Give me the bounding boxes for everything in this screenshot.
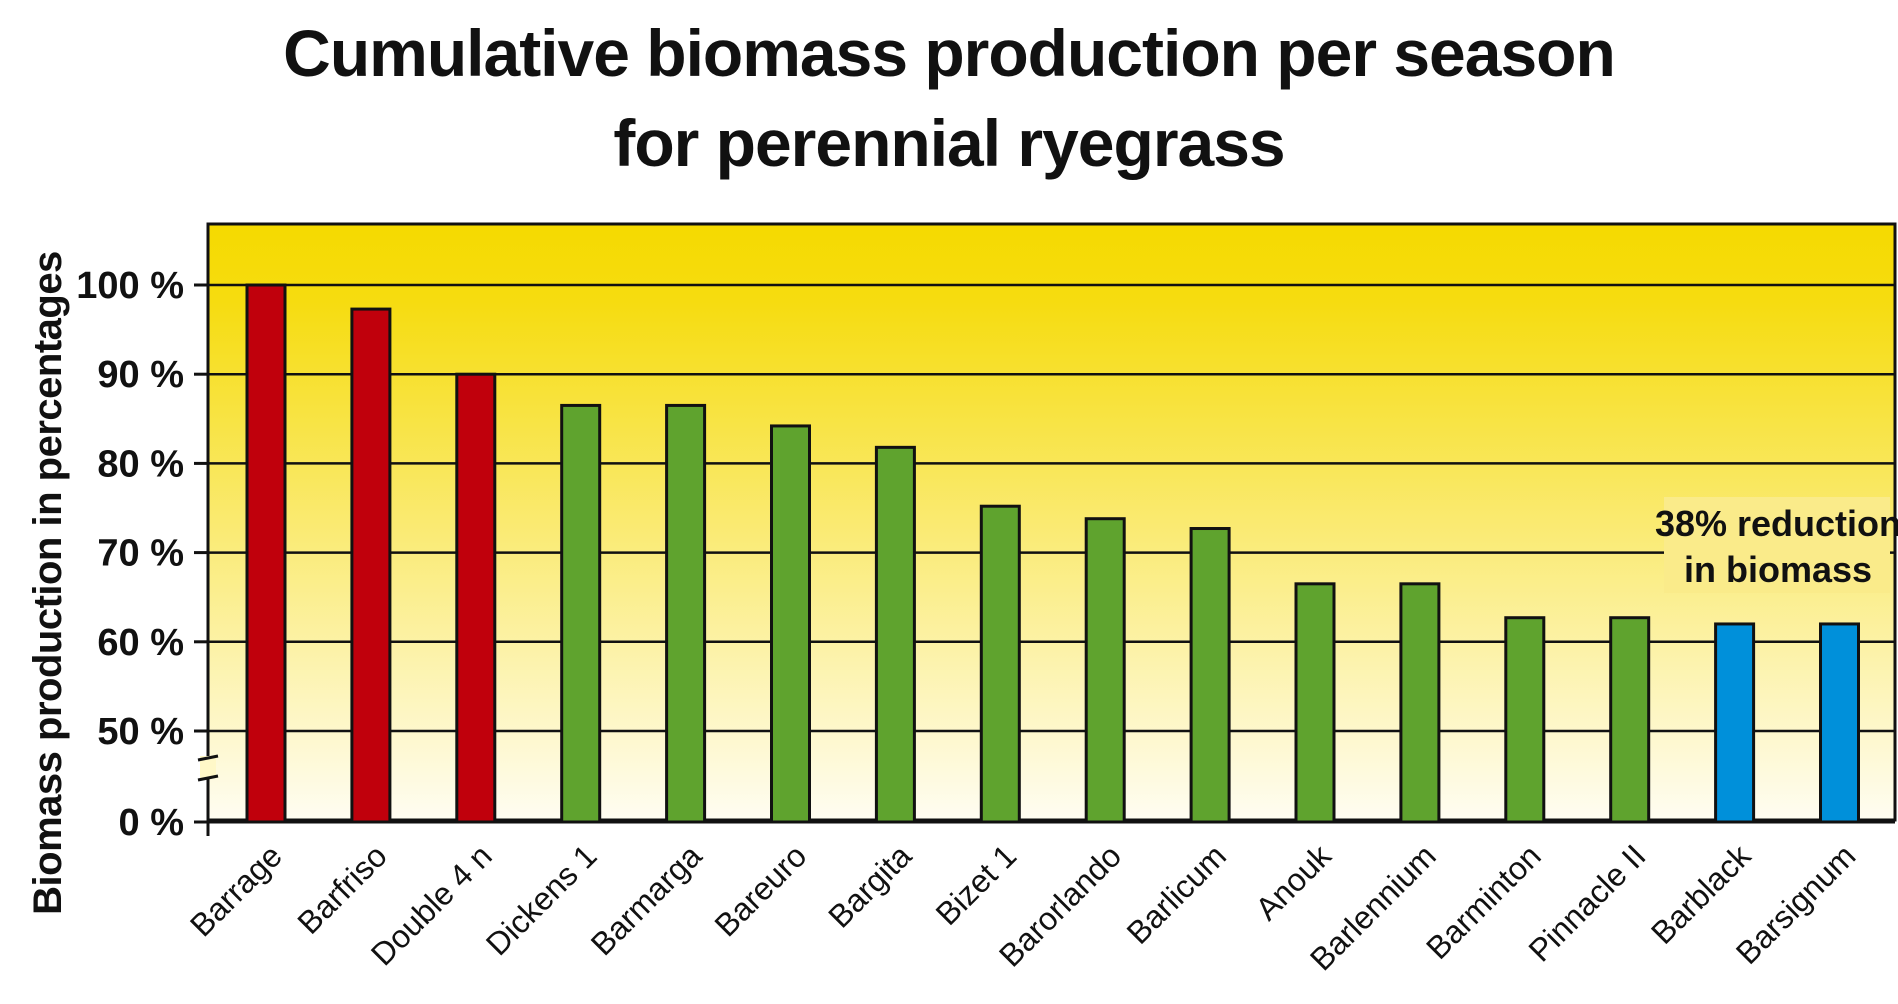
y-tick-label: 50 %	[97, 711, 184, 753]
bar-anouk	[1294, 582, 1336, 824]
bar-barlennium	[1399, 582, 1441, 824]
y-tick-label: 90 %	[97, 354, 184, 396]
x-tick-label: Barlicum	[1120, 837, 1233, 950]
x-tick-label: Barmarga	[584, 837, 709, 962]
y-tick-label: 80 %	[97, 443, 184, 485]
axis-break-mark	[197, 754, 219, 782]
bar-barminton	[1504, 616, 1546, 824]
x-tick-label: Barfriso	[290, 837, 393, 940]
y-tick-label: 70 %	[97, 533, 184, 575]
bar-dickens-1	[560, 403, 602, 824]
x-tick-label: Dickens 1	[479, 837, 604, 962]
x-tick-label: Barrage	[183, 837, 289, 943]
bar-barsignum	[1819, 622, 1860, 824]
bar-bizet-1	[979, 504, 1021, 824]
bar-barmarga	[665, 403, 707, 824]
y-tick-label: 0 %	[119, 802, 184, 844]
annotation: 38% reduction in biomass	[1655, 497, 1898, 593]
bar-barlicum	[1189, 527, 1231, 824]
bar-double-4-n	[455, 372, 497, 824]
x-tick-label: Bargita	[821, 837, 918, 934]
bar-pinnacle-ii	[1609, 616, 1651, 824]
bar-bargita	[874, 445, 916, 824]
annotation-line-2: in biomass	[1684, 549, 1872, 590]
axis-break-gap	[200, 756, 216, 778]
bar-barorlando	[1084, 517, 1126, 824]
annotation-line-1: 38% reduction	[1655, 503, 1898, 544]
bar-barblack	[1714, 622, 1756, 824]
x-tick-label: Bizet 1	[929, 837, 1024, 932]
y-tick-label: 60 %	[97, 622, 184, 664]
bar-barrage	[245, 283, 287, 824]
bar-barfriso	[350, 307, 392, 824]
bar-bareuro	[770, 424, 811, 824]
chart-title-line-2: for perennial ryegrass	[613, 106, 1285, 180]
y-tick-label: 100 %	[76, 265, 184, 307]
x-tick-label: Anouk	[1248, 837, 1338, 927]
annotation-background	[1664, 497, 1890, 593]
x-tick-label: Bareuro	[707, 837, 813, 943]
chart-title: Cumulative biomass production per season…	[0, 8, 1898, 188]
chart-title-line-1: Cumulative biomass production per season	[283, 16, 1616, 90]
